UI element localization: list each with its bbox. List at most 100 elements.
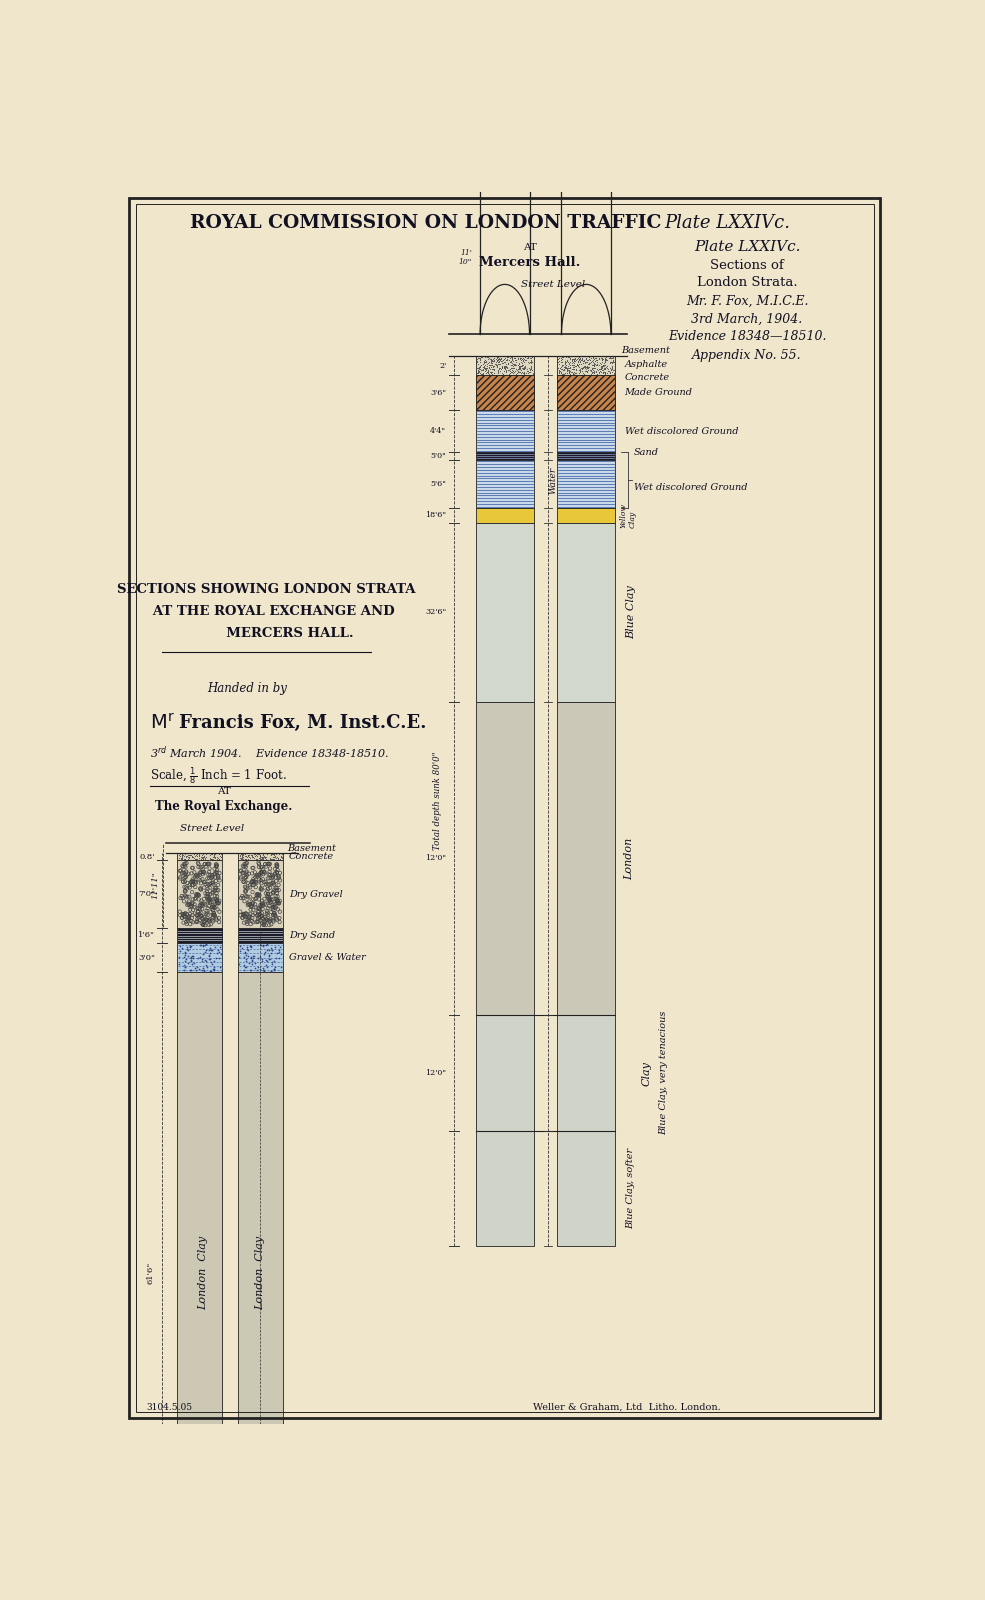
Point bbox=[205, 894, 221, 920]
Point bbox=[516, 354, 532, 379]
Point bbox=[249, 846, 265, 872]
Point bbox=[566, 347, 582, 373]
Point bbox=[183, 894, 199, 920]
Point bbox=[470, 360, 486, 386]
Point bbox=[485, 347, 500, 373]
Point bbox=[181, 883, 197, 909]
Point bbox=[206, 949, 222, 974]
Point bbox=[236, 944, 252, 970]
Point bbox=[209, 859, 225, 885]
Point bbox=[210, 845, 226, 870]
Point bbox=[189, 843, 205, 869]
Point bbox=[492, 346, 507, 371]
Point bbox=[492, 347, 507, 373]
Point bbox=[487, 357, 502, 382]
Point bbox=[176, 888, 192, 914]
Point bbox=[179, 934, 195, 960]
Point bbox=[485, 360, 500, 386]
Point bbox=[579, 355, 595, 381]
Point bbox=[484, 347, 499, 373]
Point bbox=[602, 360, 618, 386]
Point bbox=[254, 902, 270, 928]
Point bbox=[272, 899, 288, 925]
Point bbox=[241, 883, 257, 909]
Point bbox=[267, 955, 283, 981]
Point bbox=[238, 859, 254, 885]
Point bbox=[504, 344, 520, 370]
Point bbox=[191, 883, 207, 909]
Point bbox=[187, 894, 203, 920]
Point bbox=[182, 901, 198, 926]
Point bbox=[505, 352, 521, 378]
Point bbox=[232, 933, 248, 958]
Point bbox=[174, 853, 190, 878]
Point bbox=[250, 894, 266, 920]
Point bbox=[199, 885, 215, 910]
Point bbox=[472, 344, 488, 370]
Point bbox=[515, 355, 531, 381]
Point bbox=[269, 877, 285, 902]
Point bbox=[488, 346, 503, 371]
Point bbox=[516, 355, 532, 381]
Point bbox=[242, 901, 258, 926]
Point bbox=[485, 346, 500, 371]
Point bbox=[237, 851, 253, 877]
Point bbox=[188, 862, 204, 888]
Point bbox=[240, 845, 256, 870]
Point bbox=[478, 358, 493, 384]
Point bbox=[513, 354, 529, 379]
Text: 4'4": 4'4" bbox=[430, 427, 446, 435]
Point bbox=[262, 885, 278, 910]
Point bbox=[593, 355, 609, 381]
Point bbox=[480, 344, 495, 370]
Point bbox=[185, 845, 201, 870]
Point bbox=[212, 888, 228, 914]
Point bbox=[571, 346, 587, 371]
Point bbox=[256, 859, 272, 885]
Point bbox=[234, 846, 250, 872]
Point bbox=[201, 938, 217, 963]
Point bbox=[475, 362, 491, 387]
Point bbox=[504, 357, 520, 382]
Point bbox=[598, 354, 614, 379]
Point bbox=[203, 846, 219, 872]
Point bbox=[486, 354, 501, 379]
Point bbox=[193, 904, 209, 930]
Point bbox=[189, 894, 205, 920]
Point bbox=[516, 349, 532, 374]
Point bbox=[589, 347, 605, 373]
Point bbox=[210, 896, 226, 922]
Point bbox=[597, 358, 613, 384]
Text: 18'6": 18'6" bbox=[426, 512, 446, 520]
Point bbox=[523, 344, 539, 370]
Point bbox=[182, 912, 198, 938]
Point bbox=[523, 349, 539, 374]
Point bbox=[199, 931, 215, 957]
Point bbox=[485, 352, 500, 378]
Point bbox=[249, 902, 265, 928]
Point bbox=[579, 347, 595, 373]
Point bbox=[204, 938, 220, 963]
Point bbox=[258, 891, 274, 917]
Point bbox=[499, 355, 515, 381]
Point bbox=[473, 344, 489, 370]
Point bbox=[570, 347, 586, 373]
Point bbox=[212, 861, 228, 886]
Point bbox=[266, 845, 282, 870]
Point bbox=[246, 869, 262, 894]
Point bbox=[265, 842, 281, 867]
Point bbox=[186, 842, 202, 867]
Point bbox=[266, 846, 282, 872]
Point bbox=[245, 843, 261, 869]
Point bbox=[553, 358, 568, 384]
Point bbox=[178, 936, 194, 962]
Text: Blue Clay, softer: Blue Clay, softer bbox=[626, 1149, 635, 1229]
Point bbox=[507, 358, 523, 384]
Point bbox=[206, 902, 222, 928]
Point bbox=[235, 902, 251, 928]
Point bbox=[213, 941, 229, 966]
Point bbox=[558, 355, 573, 381]
Point bbox=[245, 902, 261, 928]
Bar bbox=[476, 376, 534, 410]
Point bbox=[503, 344, 519, 370]
